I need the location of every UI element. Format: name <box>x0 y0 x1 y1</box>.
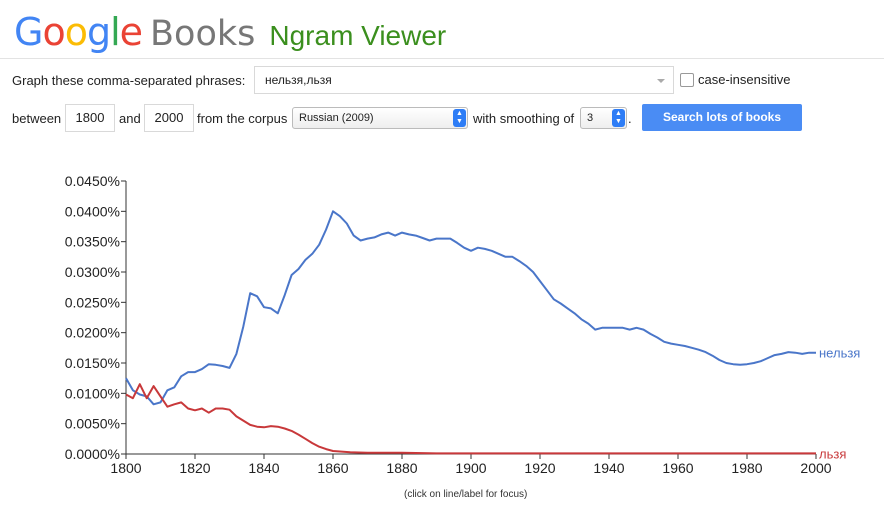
y-tick-label: 0.0200% <box>65 325 120 341</box>
series-line-2[interactable] <box>125 383 816 455</box>
y-tick-label: 0.0000% <box>65 446 120 462</box>
logo-google-text: Google <box>14 10 143 54</box>
series-label-1[interactable]: нельзя <box>819 346 860 361</box>
smoothing-period: . <box>628 111 632 126</box>
x-tick-label: 1860 <box>317 460 348 476</box>
x-tick-label: 1920 <box>524 460 555 476</box>
x-tick-label: 1880 <box>386 460 417 476</box>
phrases-input[interactable]: нельзя,льзя <box>254 66 674 94</box>
phrases-label: Graph these comma-separated phrases: <box>12 72 246 88</box>
case-insensitive-label: case-insensitive <box>698 72 791 87</box>
corpus-select[interactable]: Russian (2009) ▲ ▼ <box>292 107 468 129</box>
app-title: Ngram Viewer <box>269 20 447 51</box>
between-label: between <box>12 111 62 126</box>
smoothing-select[interactable]: 3 ▲ ▼ <box>580 107 627 129</box>
case-insensitive-option[interactable]: case-insensitive <box>680 72 791 87</box>
corpus-label: from the corpus <box>197 111 288 126</box>
start-year-input[interactable]: 1800 <box>65 104 115 132</box>
smoothing-select-value: 3 <box>587 112 594 124</box>
y-tick-label: 0.0350% <box>65 234 120 250</box>
x-tick-label: 1820 <box>179 460 210 476</box>
corpus-select-value: Russian (2009) <box>299 112 374 124</box>
phrases-dropdown-arrow-icon[interactable] <box>657 79 665 83</box>
header-divider <box>0 58 884 59</box>
x-tick-label: 1980 <box>731 460 762 476</box>
x-tick-label: 1840 <box>248 460 279 476</box>
case-insensitive-checkbox[interactable] <box>680 72 694 87</box>
series-label-2[interactable]: льзя <box>819 446 846 461</box>
y-tick-label: 0.0100% <box>65 385 120 401</box>
corpus-select-arrows-icon: ▲ ▼ <box>453 109 466 127</box>
smoothing-select-arrows-icon: ▲ ▼ <box>612 109 625 127</box>
y-tick-label: 0.0400% <box>65 203 120 219</box>
google-books-logo[interactable]: Google Books Ngram Viewer <box>14 10 446 54</box>
phrases-input-value: нельзя,льзя <box>265 73 332 87</box>
series-line-1[interactable] <box>125 210 816 406</box>
x-tick-label: 1940 <box>593 460 624 476</box>
phrases-row: Graph these comma-separated phrases: <box>12 66 245 94</box>
y-tick-label: 0.0050% <box>65 416 120 432</box>
search-button[interactable]: Search lots of books <box>642 104 802 131</box>
y-tick-label: 0.0150% <box>65 355 120 371</box>
end-year-input[interactable]: 2000 <box>144 104 194 132</box>
smoothing-label: with smoothing of <box>473 111 575 126</box>
y-tick-label: 0.0450% <box>65 173 120 189</box>
x-tick-label: 1900 <box>455 460 486 476</box>
x-tick-label: 1960 <box>662 460 693 476</box>
x-tick-label: 1800 <box>110 460 141 476</box>
logo-books-text: Books <box>150 14 256 54</box>
and-label: and <box>119 111 141 126</box>
y-tick-label: 0.0250% <box>65 294 120 310</box>
y-tick-label: 0.0300% <box>65 264 120 280</box>
chart-focus-note: (click on line/label for focus) <box>404 489 528 500</box>
x-tick-label: 2000 <box>800 460 831 476</box>
